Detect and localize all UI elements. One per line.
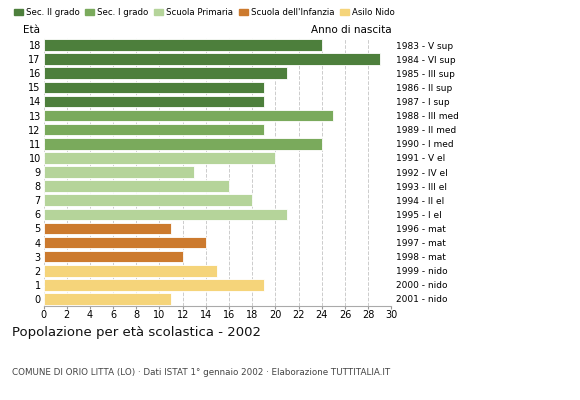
Bar bbox=[44, 53, 380, 65]
Bar bbox=[44, 68, 287, 79]
Bar bbox=[44, 194, 252, 206]
Bar bbox=[44, 138, 322, 150]
Bar bbox=[44, 265, 218, 276]
Bar bbox=[44, 39, 322, 51]
Text: Popolazione per età scolastica - 2002: Popolazione per età scolastica - 2002 bbox=[12, 326, 260, 339]
Bar bbox=[44, 223, 171, 234]
Text: COMUNE DI ORIO LITTA (LO) · Dati ISTAT 1° gennaio 2002 · Elaborazione TUTTITALIA: COMUNE DI ORIO LITTA (LO) · Dati ISTAT 1… bbox=[12, 368, 390, 377]
Bar bbox=[44, 251, 183, 262]
Bar bbox=[44, 279, 264, 291]
Bar bbox=[44, 110, 333, 121]
Legend: Sec. II grado, Sec. I grado, Scuola Primaria, Scuola dell'Infanzia, Asilo Nido: Sec. II grado, Sec. I grado, Scuola Prim… bbox=[10, 4, 398, 20]
Bar bbox=[44, 237, 206, 248]
Bar bbox=[44, 96, 264, 107]
Bar bbox=[44, 124, 264, 136]
Bar bbox=[44, 293, 171, 305]
Bar bbox=[44, 208, 287, 220]
Bar bbox=[44, 180, 229, 192]
Bar bbox=[44, 82, 264, 93]
Bar bbox=[44, 152, 276, 164]
Text: Anno di nascita: Anno di nascita bbox=[311, 25, 392, 35]
Bar bbox=[44, 166, 194, 178]
Text: Età: Età bbox=[23, 25, 40, 35]
